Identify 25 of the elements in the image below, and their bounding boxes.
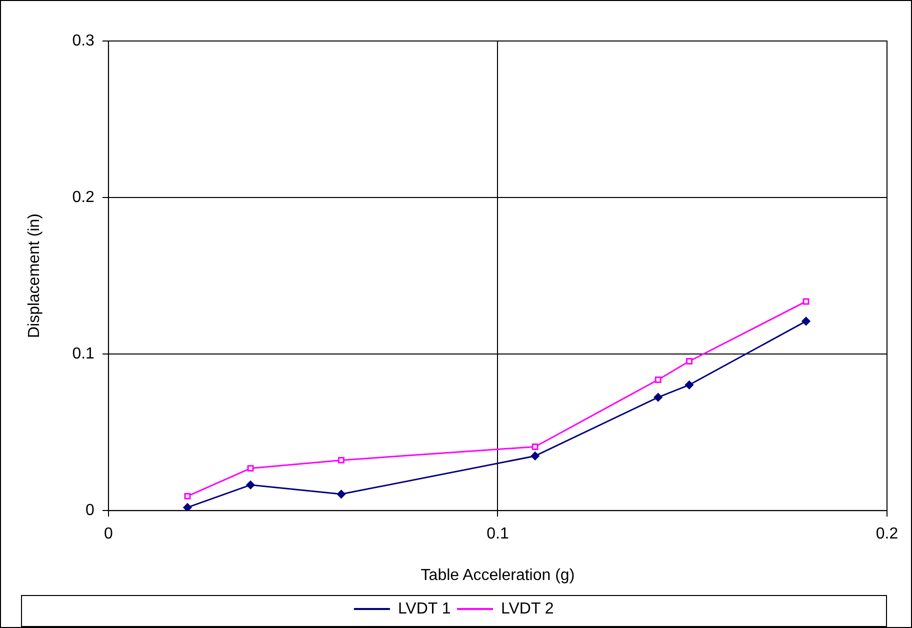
legend-label: LVDT 2	[501, 600, 554, 618]
y-tick-label: 0	[86, 502, 95, 520]
x-axis-title: Table Acceleration (g)	[420, 566, 575, 584]
x-tick-label: 0.1	[486, 526, 509, 543]
point	[530, 452, 540, 460]
x-tick-label: 0.2	[876, 526, 898, 543]
point	[686, 358, 692, 364]
y-tick-label: 0.1	[72, 345, 95, 362]
point	[654, 393, 662, 402]
x-tick-label: 0	[104, 526, 113, 543]
y-axis-title: Displacement (in)	[26, 214, 44, 338]
y-tick-label: 0.2	[72, 188, 95, 206]
point	[247, 465, 254, 472]
legend-label: LVDT 1	[398, 600, 451, 618]
point	[802, 316, 810, 326]
point	[184, 492, 191, 500]
point	[684, 380, 694, 390]
point	[183, 503, 192, 511]
point	[654, 376, 662, 383]
y-tick-label: 0.3	[72, 32, 95, 50]
point	[336, 490, 346, 498]
point	[246, 480, 255, 490]
point	[802, 298, 810, 305]
point	[338, 456, 344, 464]
point	[532, 444, 538, 450]
